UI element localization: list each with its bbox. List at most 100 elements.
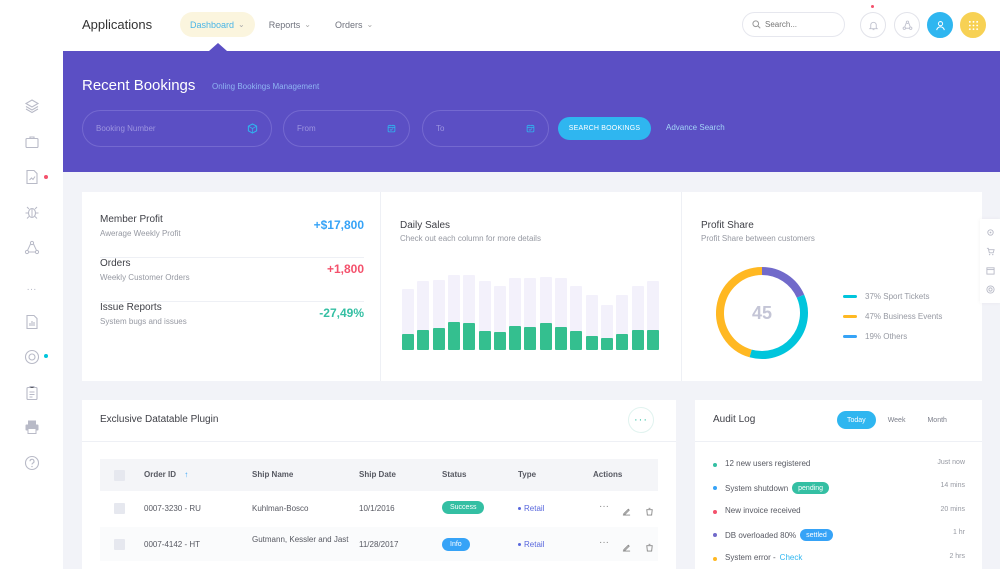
user-profile-button[interactable] — [927, 12, 953, 38]
column-header-ship-date[interactable]: Ship Date — [359, 470, 396, 479]
select-all-checkbox[interactable] — [114, 470, 125, 481]
log-text: New invoice received — [725, 506, 801, 515]
bar — [631, 330, 644, 350]
bar-column[interactable] — [631, 272, 644, 350]
log-item: DB overloaded 80% settled 1 hr — [713, 528, 965, 544]
nav-dashboard[interactable]: Dashboard ⌄ — [180, 12, 255, 37]
briefcase-icon[interactable] — [23, 133, 40, 150]
from-date-input[interactable] — [297, 124, 387, 133]
row-more-button[interactable]: ··· — [599, 501, 609, 512]
column-header-type[interactable]: Type — [518, 470, 537, 479]
bar-column[interactable] — [432, 272, 445, 350]
nav-reports[interactable]: Reports ⌄ — [259, 12, 321, 37]
nav-orders[interactable]: Orders ⌄ — [325, 12, 383, 37]
edit-icon[interactable] — [622, 539, 632, 552]
more-horizontal-icon[interactable]: ··· — [26, 284, 37, 295]
datatable-title: Exclusive Datatable Plugin — [100, 414, 219, 425]
log-message: System shutdown — [725, 483, 789, 493]
donut-slice-business-events[interactable] — [716, 267, 763, 358]
log-message: 12 new users registered — [725, 459, 811, 468]
report-icon[interactable] — [23, 168, 40, 185]
search-box[interactable] — [742, 12, 845, 37]
calendar-icon — [387, 124, 396, 133]
nav-label: Reports — [268, 19, 301, 30]
row-more-button[interactable]: ··· — [599, 537, 609, 548]
log-badge: settled — [800, 529, 833, 541]
apps-menu-button[interactable] — [960, 12, 986, 38]
log-time: 14 mins — [940, 482, 965, 489]
column-header-status[interactable]: Status — [442, 470, 467, 479]
bar-column[interactable] — [616, 272, 629, 350]
row-checkbox[interactable] — [114, 539, 125, 550]
bar-column[interactable] — [478, 272, 491, 350]
bar-column[interactable] — [600, 272, 613, 350]
bar-column[interactable] — [570, 272, 583, 350]
table-row: 0007-4142 - HT Gutmann, Kessler and Jast… — [100, 527, 658, 561]
row-checkbox[interactable] — [114, 503, 125, 514]
gear-icon[interactable] — [986, 228, 995, 237]
daily-sales-chart — [402, 272, 664, 350]
booking-number-field[interactable] — [82, 110, 272, 147]
metric-title: Orders — [100, 258, 131, 269]
status-badge: Info — [442, 538, 470, 551]
legend-label: 37% Sport Tickets — [865, 291, 930, 301]
help-icon[interactable] — [23, 454, 40, 471]
advance-search-link[interactable]: Advance Search — [666, 123, 725, 132]
bar-column[interactable] — [555, 272, 567, 350]
bar-column[interactable] — [493, 272, 506, 350]
cart-icon[interactable] — [986, 247, 995, 256]
daily-sales-title: Daily Sales — [400, 220, 451, 231]
bug-icon[interactable] — [23, 203, 40, 220]
lifebuoy-icon[interactable] — [985, 285, 995, 294]
bar-column[interactable] — [509, 272, 522, 350]
calendar-icon[interactable] — [985, 266, 995, 275]
from-date-field[interactable] — [283, 110, 410, 147]
donut-slice-sport-tickets[interactable] — [749, 294, 808, 359]
layers-icon[interactable] — [23, 97, 40, 114]
trash-icon[interactable] — [645, 539, 655, 552]
edit-icon[interactable] — [622, 503, 632, 516]
to-date-input[interactable] — [436, 124, 526, 133]
clipboard-icon[interactable] — [23, 384, 40, 401]
bar-column[interactable] — [463, 272, 476, 350]
bar-column[interactable] — [539, 272, 552, 350]
bar — [432, 328, 445, 350]
metric-value: +1,800 — [326, 262, 364, 276]
column-header-ship-name[interactable]: Ship Name — [252, 470, 294, 479]
app-title: Applications — [82, 17, 153, 32]
tab-month[interactable]: Month — [927, 416, 947, 424]
chart-document-icon[interactable] — [23, 313, 40, 330]
search-bookings-button[interactable]: SEARCH BOOKINGS — [558, 117, 651, 140]
network-icon[interactable] — [23, 239, 40, 256]
bar-column[interactable] — [585, 272, 598, 350]
log-dot — [713, 486, 717, 490]
quick-sidebar — [980, 219, 1000, 303]
lifebuoy-icon[interactable] — [23, 348, 40, 365]
cell-type: Retail — [518, 504, 544, 513]
bar-column[interactable] — [447, 272, 460, 350]
trash-icon[interactable] — [645, 503, 655, 516]
cell-ship-name: Kuhlman-Bosco — [252, 504, 309, 513]
booking-number-input[interactable] — [96, 124, 186, 133]
cell-ship-date: 10/1/2016 — [359, 504, 395, 513]
donut-slice-others[interactable] — [761, 267, 805, 298]
tab-week[interactable]: Week — [887, 416, 906, 424]
notifications-button[interactable] — [860, 12, 886, 38]
column-header-order-id[interactable]: Order ID ↑ — [144, 470, 188, 479]
more-options-button[interactable]: ··· — [628, 407, 654, 433]
bar-column[interactable] — [646, 272, 659, 350]
bar-column[interactable] — [402, 272, 414, 350]
check-link[interactable]: Check — [779, 553, 803, 562]
bar-column[interactable] — [417, 272, 430, 350]
search-input[interactable] — [765, 20, 835, 29]
printer-icon[interactable] — [23, 418, 40, 435]
legend-swatch — [843, 314, 857, 318]
tab-today[interactable]: Today — [837, 411, 876, 429]
log-dot — [713, 557, 717, 561]
daily-sales-subtitle: Check out each column for more details — [400, 234, 541, 243]
bar-column[interactable] — [524, 272, 537, 350]
quick-actions-button[interactable] — [894, 12, 920, 38]
bar — [478, 330, 491, 350]
to-date-field[interactable] — [422, 110, 549, 147]
chevron-down-icon: ⌄ — [238, 20, 245, 29]
